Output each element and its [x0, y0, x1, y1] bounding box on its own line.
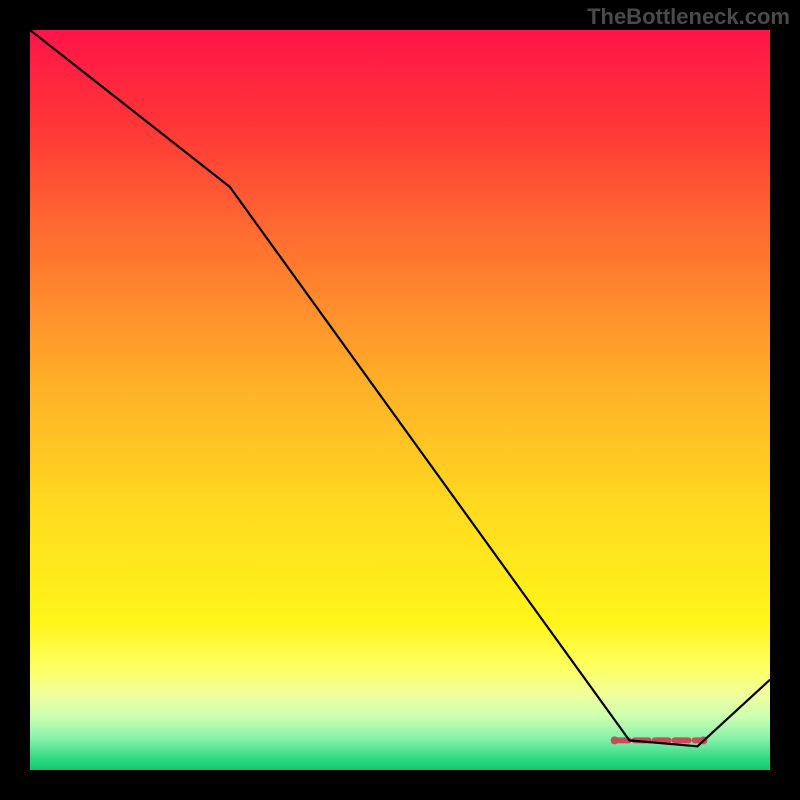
watermark-text: TheBottleneck.com	[587, 4, 790, 30]
gradient-plot-area	[30, 30, 770, 770]
bottleneck-chart	[0, 0, 800, 800]
chart-container: TheBottleneck.com	[0, 0, 800, 800]
